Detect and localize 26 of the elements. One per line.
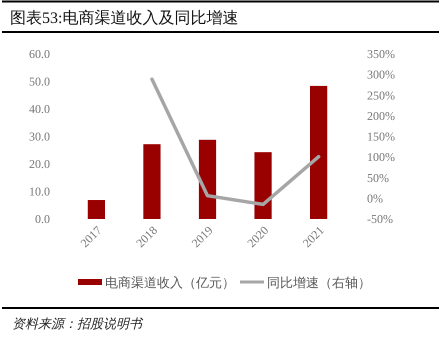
y2-tick-label: 200% (367, 108, 395, 123)
y-tick-label: 40.0 (29, 102, 50, 116)
y-tick-label: 20.0 (29, 157, 50, 171)
bar (88, 200, 105, 219)
y-tick-label: 10.0 (29, 184, 50, 198)
y2-tick-label: 150% (367, 130, 395, 144)
bar (198, 140, 216, 219)
legend-label: 同比增速（右轴） (267, 275, 371, 290)
y2-tick-label: 300% (367, 68, 395, 82)
y-tick-label: 60.0 (29, 47, 50, 61)
y2-tick-label: 0% (367, 191, 383, 206)
y2-tick-label: 350% (367, 47, 395, 61)
y-tick-label: 50.0 (29, 74, 50, 88)
text: 资料来源：招股说明书 (12, 316, 144, 331)
bar (254, 152, 272, 219)
line-series (150, 77, 320, 206)
y2-tick-label: 50% (367, 170, 389, 185)
y-tick-label: 0.0 (35, 212, 50, 226)
legend-label: 电商渠道收入（亿元） (105, 275, 235, 290)
y-tick-label: 30.0 (29, 130, 50, 144)
y2-tick-label: 100% (367, 150, 395, 164)
chart-title: 图表53:电商渠道收入及同比增速 (10, 9, 238, 27)
bar (310, 86, 328, 219)
y2-tick-label: -50% (367, 212, 393, 226)
bar (143, 144, 161, 219)
y2-tick-label: 250% (367, 88, 395, 102)
